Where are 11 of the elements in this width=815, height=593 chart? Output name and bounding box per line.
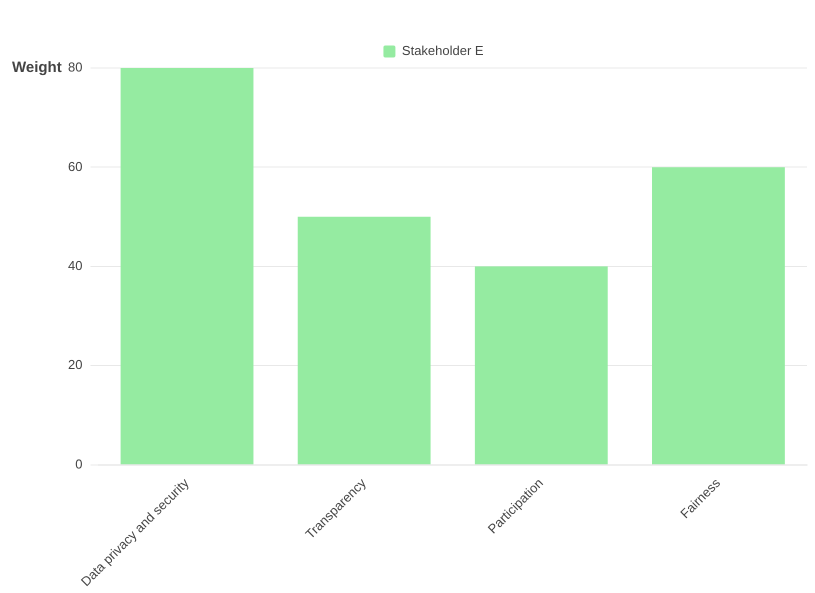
bar [120, 68, 254, 464]
bar [298, 216, 431, 464]
y-axis-title: Weight [12, 59, 62, 76]
legend-label: Stakeholder E [402, 43, 484, 58]
y-tick-label: 80 [68, 60, 82, 75]
bar [652, 167, 785, 464]
y-tick-label: 0 [75, 456, 82, 472]
y-tick-label: 40 [68, 258, 82, 273]
bar [474, 266, 608, 464]
y-tick-label: 60 [68, 158, 82, 174]
y-tick-label: 20 [68, 357, 82, 372]
